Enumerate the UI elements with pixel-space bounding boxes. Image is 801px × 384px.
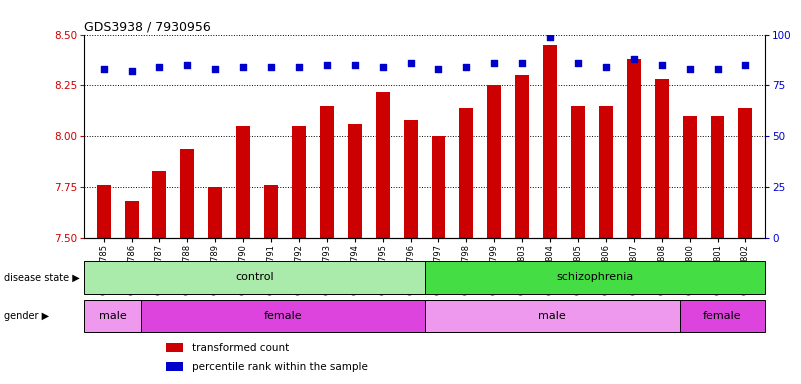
Bar (166, 362, 183, 371)
Bar (320, 106, 334, 238)
Bar (166, 343, 183, 352)
Point (460, 64, 473, 70)
Text: schizophrenia: schizophrenia (556, 272, 634, 283)
Bar (125, 202, 139, 238)
Point (153, 64, 166, 70)
Text: female: female (264, 311, 302, 321)
Bar (425, 300, 680, 332)
Point (125, 68, 138, 74)
Point (292, 64, 305, 70)
Point (209, 66, 222, 72)
Point (405, 60, 417, 66)
Text: transformed count: transformed count (191, 343, 289, 353)
Bar (682, 116, 697, 238)
Bar (487, 86, 501, 238)
Bar (710, 116, 724, 238)
Text: male: male (538, 311, 566, 321)
Point (683, 66, 696, 72)
Bar (141, 300, 425, 332)
Text: control: control (235, 272, 274, 283)
Point (572, 60, 585, 66)
Text: percentile rank within the sample: percentile rank within the sample (191, 362, 368, 372)
Bar (680, 300, 765, 332)
Point (432, 66, 445, 72)
Point (264, 64, 277, 70)
Bar (208, 187, 222, 238)
Bar (97, 185, 111, 238)
Bar (264, 185, 278, 238)
Bar (599, 106, 613, 238)
Bar (425, 261, 765, 294)
Point (655, 62, 668, 68)
Bar (571, 106, 585, 238)
Text: disease state ▶: disease state ▶ (4, 272, 80, 283)
Text: gender ▶: gender ▶ (4, 311, 49, 321)
Point (516, 60, 529, 66)
Point (237, 64, 250, 70)
Point (488, 60, 501, 66)
Bar (84, 261, 425, 294)
Point (348, 62, 361, 68)
Point (97, 66, 110, 72)
Bar (739, 108, 752, 238)
Text: male: male (99, 311, 127, 321)
Bar (432, 136, 445, 238)
Bar (348, 124, 362, 238)
Bar (515, 75, 529, 238)
Point (181, 62, 194, 68)
Bar (152, 171, 167, 238)
Point (711, 66, 724, 72)
Point (544, 33, 557, 40)
Text: GDS3938 / 7930956: GDS3938 / 7930956 (84, 20, 211, 33)
Bar (180, 149, 195, 238)
Bar (543, 45, 557, 238)
Point (739, 62, 752, 68)
Bar (654, 79, 669, 238)
Bar (376, 91, 389, 238)
Bar (460, 108, 473, 238)
Point (599, 64, 612, 70)
Point (320, 62, 333, 68)
Bar (84, 300, 141, 332)
Bar (404, 120, 417, 238)
Point (376, 64, 389, 70)
Point (627, 56, 640, 62)
Text: female: female (703, 311, 742, 321)
Bar (627, 59, 641, 238)
Bar (292, 126, 306, 238)
Bar (236, 126, 250, 238)
